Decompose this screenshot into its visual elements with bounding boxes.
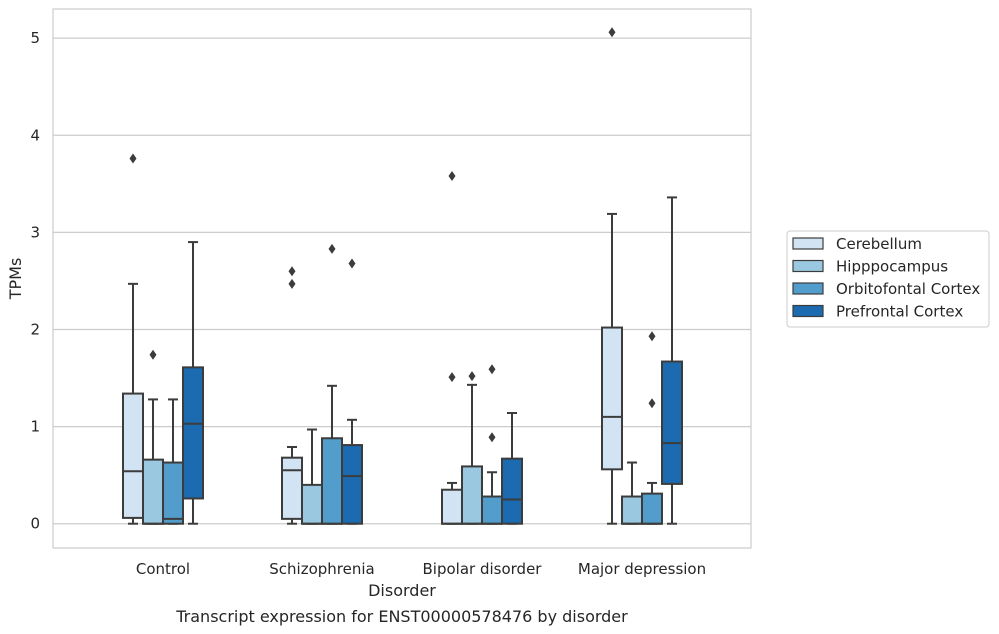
box-orbitofontal-cortex bbox=[321, 243, 343, 525]
box-cerebellum bbox=[281, 266, 303, 525]
box-iqr bbox=[461, 465, 483, 525]
x-tick-label: Control bbox=[136, 560, 190, 578]
outlier-point bbox=[608, 27, 616, 38]
box-iqr bbox=[281, 456, 303, 520]
outlier-point bbox=[348, 258, 356, 269]
box-cerebellum bbox=[122, 153, 144, 525]
outlier-point bbox=[468, 371, 476, 382]
legend-label: Orbitofontal Cortex bbox=[836, 280, 980, 298]
box-iqr bbox=[301, 483, 323, 525]
y-tick-labels: 0 1 2 3 4 5 bbox=[30, 29, 40, 533]
legend-label: Prefrontal Cortex bbox=[836, 303, 963, 321]
legend-swatch bbox=[792, 237, 824, 250]
box-iqr bbox=[142, 458, 164, 525]
box-iqr bbox=[641, 492, 663, 525]
box-cerebellum bbox=[441, 171, 463, 525]
box-iqr bbox=[182, 366, 204, 500]
legend: Cerebellum Hipppocampus Orbitofontal Corte… bbox=[786, 230, 990, 328]
x-tick-label: Bipolar disorder bbox=[423, 560, 543, 578]
outlier-point bbox=[448, 372, 456, 383]
y-tick-label: 2 bbox=[30, 320, 40, 338]
box-iqr bbox=[441, 488, 463, 525]
outlier-point bbox=[288, 266, 296, 277]
outlier-point bbox=[149, 349, 157, 360]
outlier-point bbox=[328, 243, 336, 254]
legend-swatch bbox=[792, 304, 824, 318]
legend-label: Hipppocampus bbox=[836, 258, 948, 276]
y-tick-label: 5 bbox=[30, 29, 40, 47]
grid-lines bbox=[53, 37, 751, 525]
legend-frame bbox=[786, 230, 990, 328]
box-iqr bbox=[621, 495, 643, 525]
box-orbitofontal-cortex bbox=[481, 364, 503, 525]
outlier-point bbox=[488, 432, 496, 443]
box-hipppocampus bbox=[301, 428, 323, 525]
outlier-point bbox=[448, 171, 456, 182]
box-iqr bbox=[501, 457, 523, 525]
outlier-point bbox=[648, 331, 656, 342]
y-tick-label: 0 bbox=[30, 515, 40, 533]
outlier-point bbox=[288, 278, 296, 289]
box-prefrontal-cortex bbox=[341, 258, 363, 525]
box-iqr bbox=[661, 360, 683, 485]
box-hipppocampus bbox=[142, 349, 164, 525]
y-tick-label: 4 bbox=[30, 126, 40, 144]
box-hipppocampus bbox=[621, 461, 643, 525]
box-prefrontal-cortex bbox=[182, 241, 204, 525]
box-orbitofontal-cortex bbox=[162, 398, 184, 525]
legend-items: Cerebellum Hipppocampus Orbitofontal Corte… bbox=[792, 235, 980, 321]
box-iqr bbox=[341, 444, 363, 525]
box-hipppocampus bbox=[461, 371, 483, 525]
box-orbitofontal-cortex bbox=[641, 331, 663, 525]
y-axis-label: TPMs bbox=[6, 258, 25, 301]
x-tick-label: Major depression bbox=[578, 560, 706, 578]
box-iqr bbox=[321, 437, 343, 525]
outlier-point bbox=[648, 398, 656, 409]
x-axis-label: Disorder bbox=[368, 581, 436, 600]
box-prefrontal-cortex bbox=[661, 196, 683, 525]
x-tick-labels: Control Schizophrenia Bipolar disorder Majo… bbox=[136, 560, 706, 578]
box-prefrontal-cortex bbox=[501, 412, 523, 525]
box-iqr bbox=[601, 326, 623, 471]
y-tick-label: 1 bbox=[30, 418, 40, 436]
box-iqr bbox=[122, 392, 144, 519]
outlier-point bbox=[129, 153, 137, 164]
box-iqr bbox=[162, 461, 184, 525]
plot-frame bbox=[52, 8, 752, 549]
box-iqr bbox=[481, 495, 503, 525]
legend-label: Cerebellum bbox=[836, 235, 922, 253]
x-tick-label: Schizophrenia bbox=[269, 560, 374, 578]
chart-caption: Transcript expression for ENST0000057847… bbox=[175, 607, 628, 626]
y-tick-label: 3 bbox=[30, 223, 40, 241]
box-cerebellum bbox=[601, 27, 623, 525]
boxes bbox=[122, 27, 683, 525]
legend-swatch bbox=[792, 282, 824, 295]
legend-swatch bbox=[792, 259, 824, 273]
outlier-point bbox=[488, 364, 496, 375]
